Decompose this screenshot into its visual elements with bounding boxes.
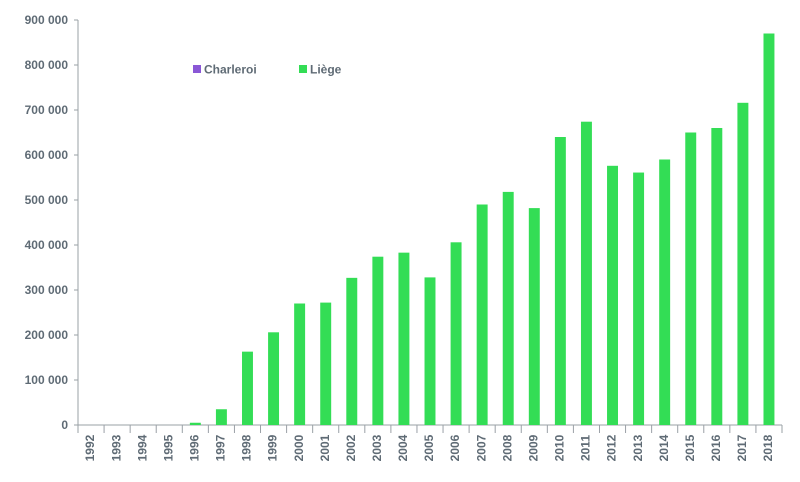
y-tick-label: 600 000 — [25, 148, 69, 162]
legend-label: Charleroi — [204, 63, 257, 77]
bar-lige-2004 — [398, 252, 410, 425]
y-tick-label: 900 000 — [25, 13, 69, 27]
legend-swatch — [193, 65, 201, 73]
bar-lige-2008 — [502, 191, 514, 425]
y-tick-label: 100 000 — [25, 373, 69, 387]
x-tick-label: 2016 — [709, 434, 723, 461]
x-tick-label: 2006 — [448, 434, 462, 461]
x-axis: 1992 1993 1994 1995 1996 1997 1998 1999 2000 2001… — [77, 424, 783, 461]
x-tick-label: 2015 — [683, 434, 697, 461]
x-tick-label: 2017 — [735, 434, 749, 461]
bar-lige-2001 — [320, 302, 332, 425]
bars — [189, 33, 775, 426]
x-tick-label: 1997 — [214, 434, 228, 461]
bar-lige-2012 — [607, 165, 618, 426]
x-tick-label: 1992 — [83, 434, 97, 461]
bar-lige-1996 — [189, 422, 201, 425]
bar-lige-2016 — [711, 128, 723, 425]
bar-lige-2007 — [476, 204, 488, 425]
x-tick-label: 2002 — [344, 434, 358, 461]
y-tick-label: 0 — [61, 418, 68, 432]
bar-lige-2011 — [580, 121, 592, 425]
x-tick-label: 2014 — [657, 434, 671, 461]
legend: Charleroi Liège — [193, 63, 342, 77]
x-tick-label: 2010 — [553, 434, 567, 461]
x-tick-label: 2008 — [500, 434, 514, 461]
y-tick-label: 700 000 — [25, 103, 69, 117]
bar-lige-2000 — [294, 303, 306, 425]
bar-lige-1997 — [215, 409, 227, 425]
y-tick-label: 300 000 — [25, 283, 69, 297]
bar-lige-2010 — [554, 137, 566, 425]
bar-lige-2015 — [685, 132, 697, 425]
y-tick-label: 800 000 — [25, 58, 69, 72]
x-tick-label: 1994 — [135, 434, 149, 461]
x-tick-label: 2004 — [396, 434, 410, 461]
bar-lige-2002 — [346, 277, 358, 425]
bar-lige-2017 — [737, 102, 749, 426]
x-tick-label: 2011 — [579, 435, 593, 461]
bar-lige-1998 — [242, 351, 253, 425]
bar-lige-2003 — [372, 256, 384, 425]
x-tick-label: 1995 — [161, 434, 175, 461]
bar-lige-2009 — [528, 208, 540, 425]
x-tick-label: 2000 — [292, 434, 306, 461]
x-tick-label: 1993 — [109, 434, 123, 461]
legend-label: Liège — [310, 63, 342, 77]
bar-lige-2013 — [633, 172, 645, 425]
y-tick-label: 500 000 — [25, 193, 69, 207]
bar-lige-1999 — [268, 332, 280, 425]
x-tick-label: 2013 — [631, 434, 645, 461]
x-tick-label: 2018 — [761, 434, 775, 461]
x-tick-label: 2007 — [474, 434, 488, 461]
y-tick-label: 400 000 — [25, 238, 69, 252]
x-tick-label: 2003 — [370, 434, 384, 461]
bar-lige-2018 — [763, 33, 775, 425]
x-tick-label: 2009 — [526, 434, 540, 461]
x-tick-label: 1998 — [240, 434, 254, 461]
x-tick-label: 2001 — [318, 434, 332, 461]
y-axis: 0 100 000 200 000 300 000 400 000 500 000 600 … — [25, 13, 79, 432]
bar-lige-2005 — [424, 277, 436, 425]
x-tick-label: 1996 — [188, 434, 202, 461]
bar-lige-2006 — [450, 242, 462, 425]
x-tick-label: 2012 — [605, 434, 619, 461]
x-tick-label: 2005 — [422, 434, 436, 461]
bar-lige-2014 — [659, 159, 671, 425]
legend-swatch — [299, 65, 307, 73]
y-tick-label: 200 000 — [25, 328, 69, 342]
x-tick-label: 1999 — [266, 434, 280, 461]
